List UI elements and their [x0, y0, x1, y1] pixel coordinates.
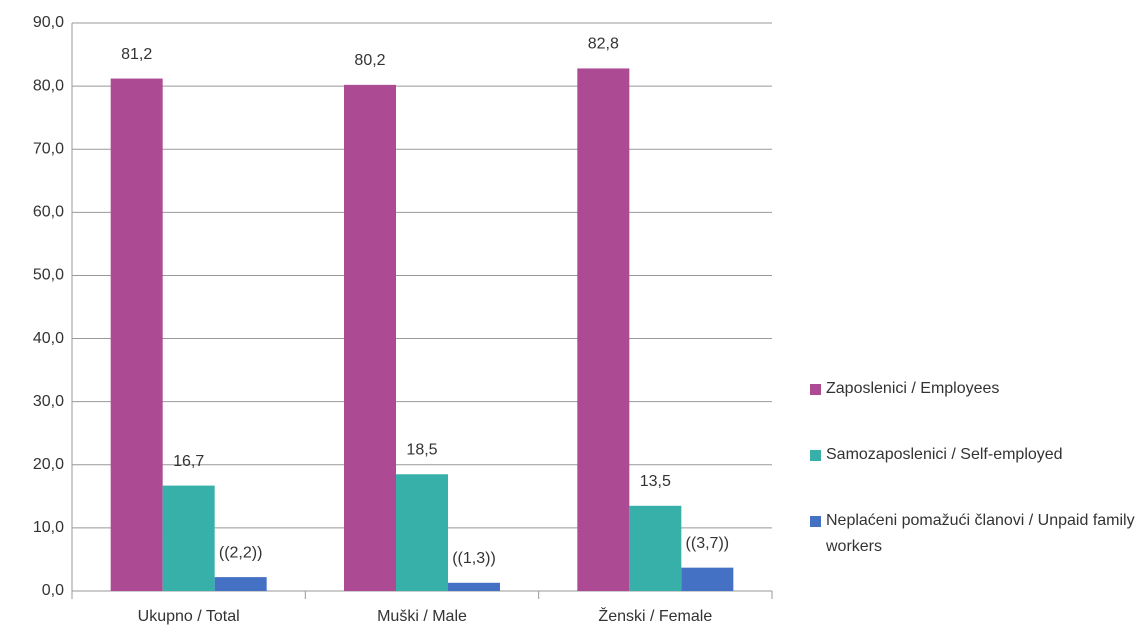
x-tick-label: Ukupno / Total [138, 608, 240, 625]
x-tick-label: Ženski / Female [598, 606, 712, 625]
legend: Zaposlenici / Employees Samozaposlenici /… [810, 376, 1146, 600]
value-label: 80,2 [354, 52, 385, 69]
bar [448, 582, 500, 591]
y-tick-label: 10,0 [33, 519, 64, 536]
bar [110, 78, 163, 591]
legend-label: Neplaćeni pomažući članovi / Unpaid fami… [826, 512, 1135, 555]
y-tick-label: 0,0 [42, 582, 64, 599]
legend-swatch [810, 516, 821, 527]
bar [577, 68, 630, 591]
x-tick-label: Muški / Male [377, 608, 467, 625]
y-tick-label: 60,0 [33, 204, 64, 221]
bar [681, 567, 734, 591]
value-label: ((2,2)) [219, 544, 263, 561]
value-label: 81,2 [121, 46, 152, 63]
value-label: 16,7 [173, 453, 204, 470]
y-tick-label: 50,0 [33, 267, 64, 284]
legend-label: Samozaposlenici / Self-employed [826, 446, 1063, 463]
y-tick-label: 80,0 [33, 77, 64, 94]
value-label: ((3,7)) [686, 535, 730, 552]
value-label: 82,8 [588, 36, 619, 53]
legend-swatch [810, 384, 821, 395]
bar [214, 577, 267, 591]
bar [629, 505, 682, 591]
y-tick-label: 30,0 [33, 393, 64, 410]
bar [162, 485, 215, 591]
bar [344, 84, 396, 592]
y-tick-label: 70,0 [33, 140, 64, 157]
legend-label: Zaposlenici / Employees [826, 380, 1000, 397]
y-tick-label: 40,0 [33, 330, 64, 347]
legend-entry: Neplaćeni pomažući članovi / Unpaid fami… [810, 508, 1146, 560]
value-label: 13,5 [640, 473, 671, 490]
legend-entry: Zaposlenici / Employees [810, 376, 1146, 402]
value-label: 18,5 [406, 441, 437, 458]
legend-entry: Samozaposlenici / Self-employed [810, 442, 1146, 468]
y-tick-label: 20,0 [33, 456, 64, 473]
legend-swatch [810, 450, 821, 461]
value-label: ((1,3)) [452, 550, 496, 567]
bar [396, 474, 448, 591]
y-tick-label: 90,0 [33, 14, 64, 31]
